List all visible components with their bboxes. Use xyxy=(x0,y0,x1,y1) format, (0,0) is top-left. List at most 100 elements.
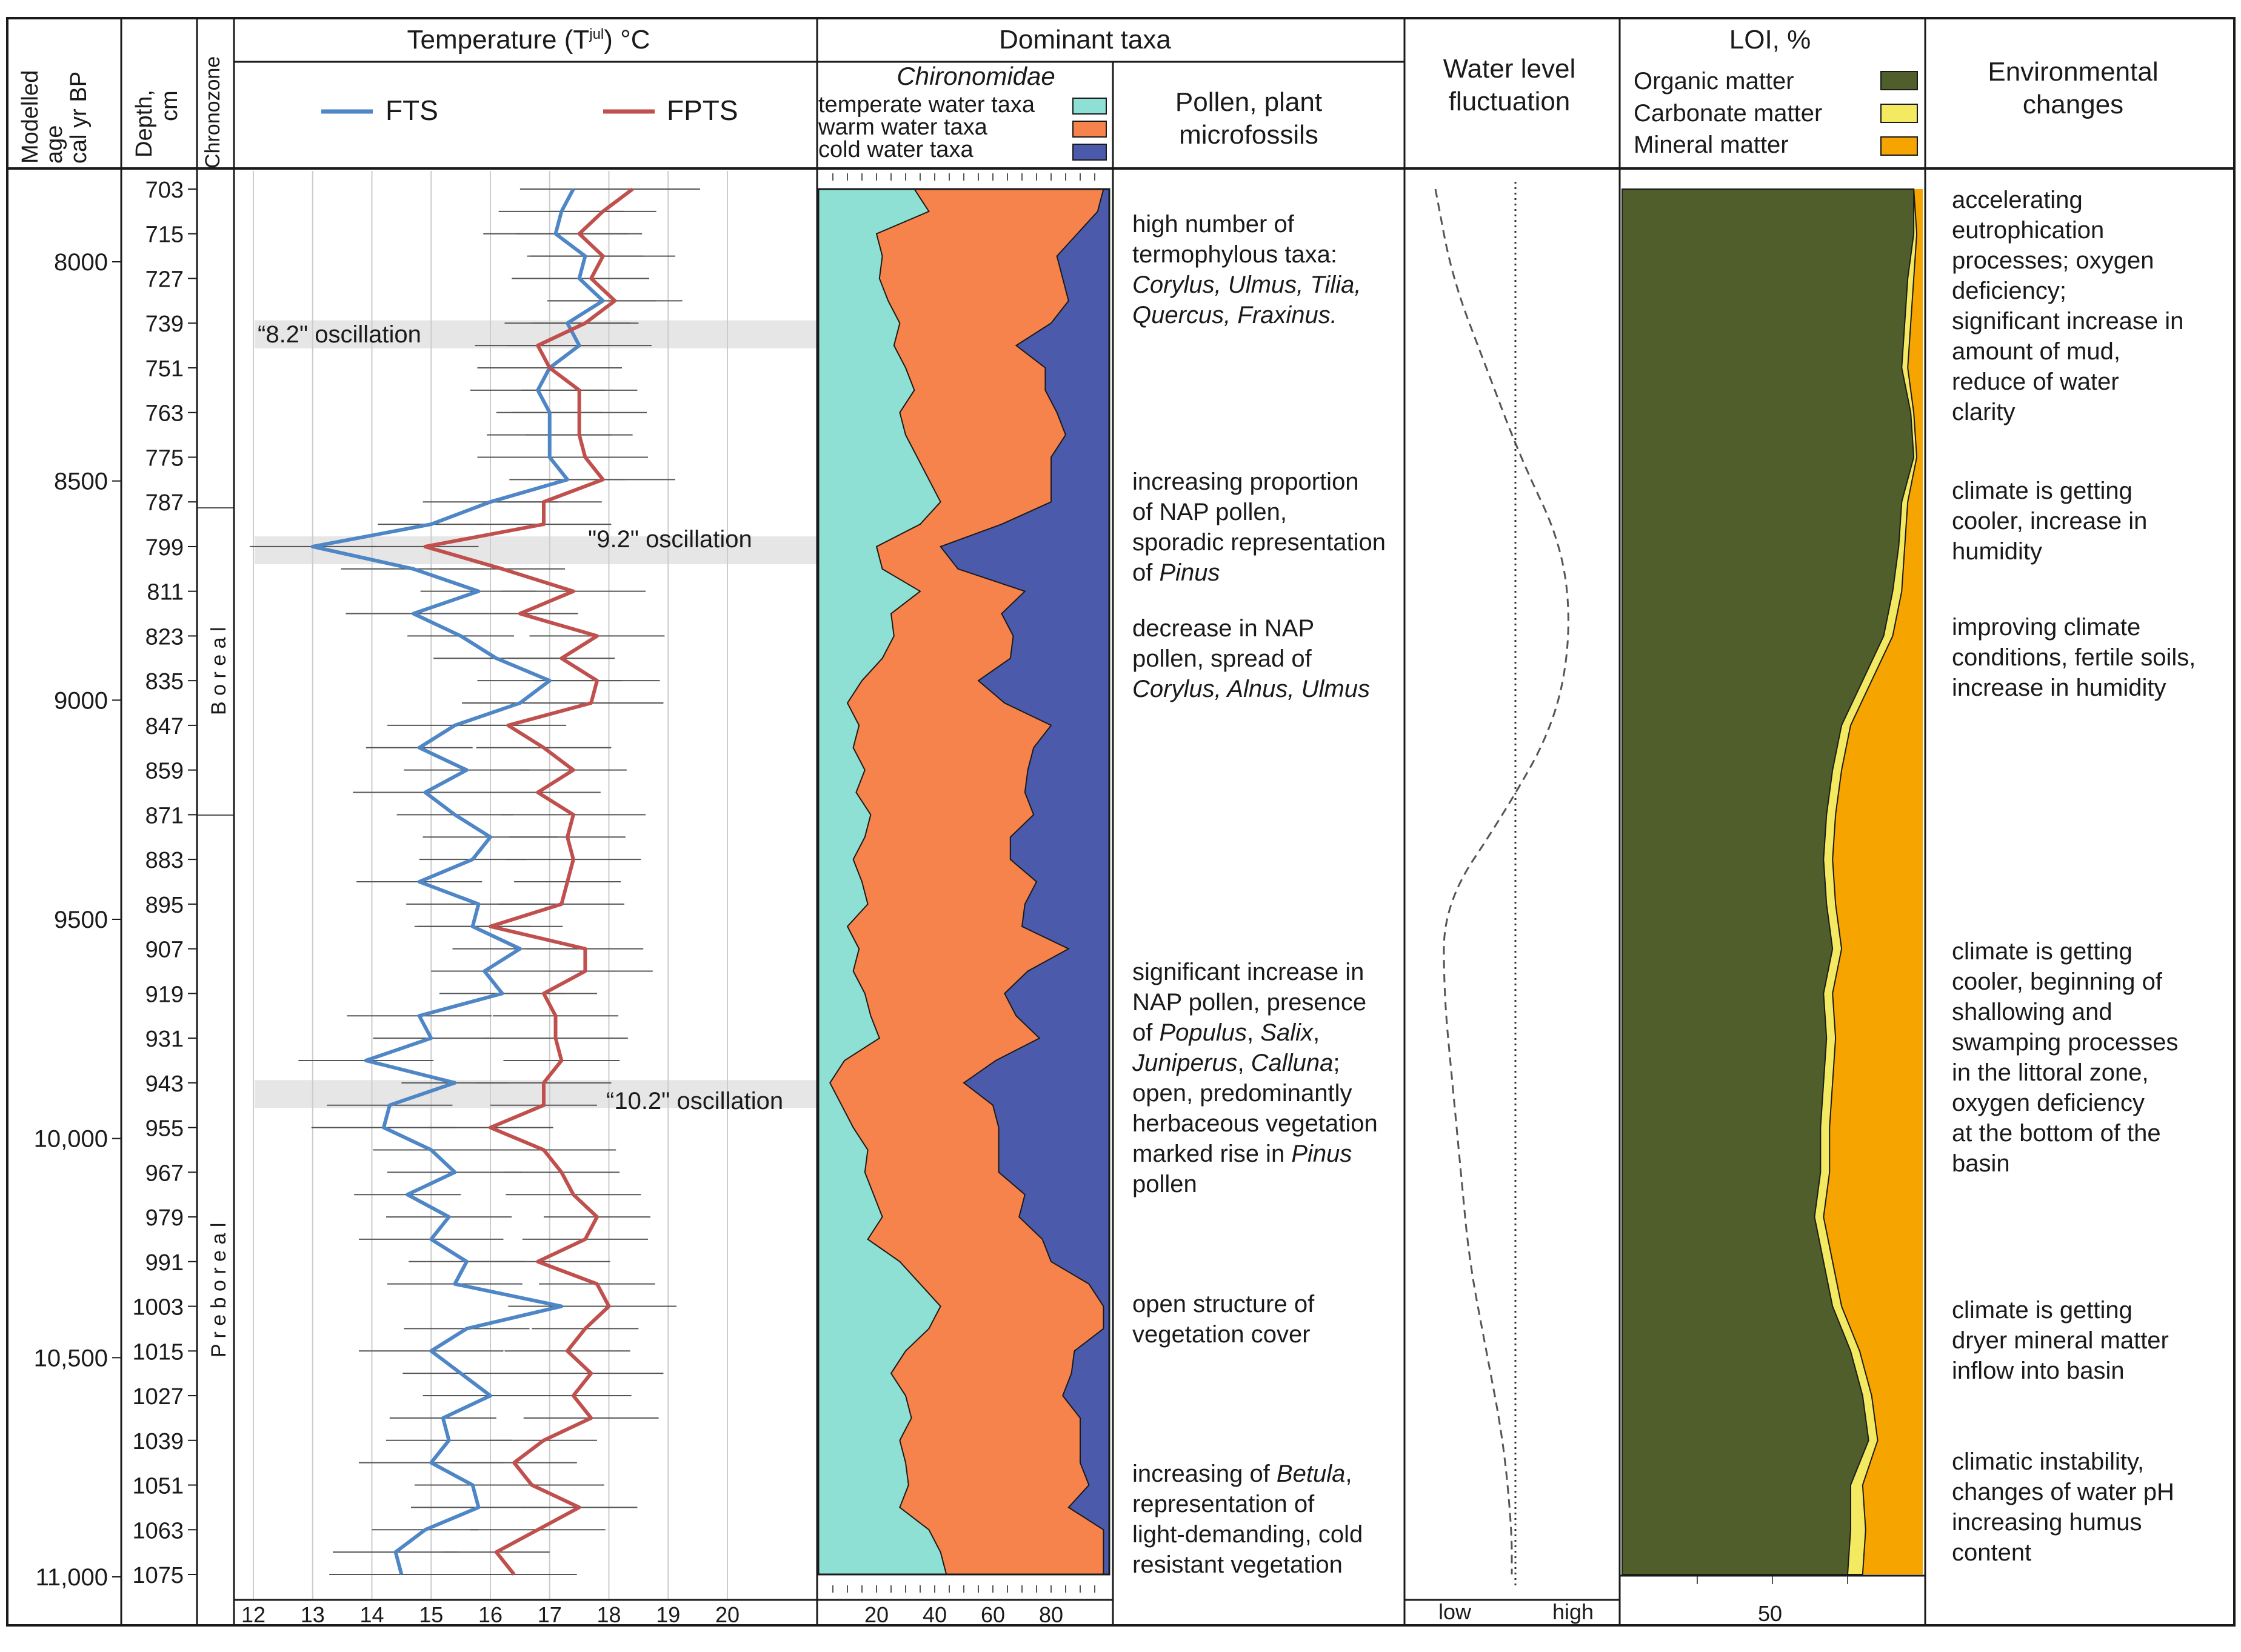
oscillation-9-2-label: "9.2" oscillation xyxy=(588,526,752,553)
pollen-title-line1: Pollen, plant xyxy=(1175,87,1322,117)
taxa-tick-label-40: 40 xyxy=(923,1602,947,1627)
pollen-note-1-line-0: increasing proportion xyxy=(1132,468,1359,495)
header-depth-label: Depth, cm xyxy=(132,90,182,158)
depth-tick-label-919: 919 xyxy=(145,982,184,1007)
env-note-2-line-0: improving climate xyxy=(1952,614,2140,641)
env-note-1-line-0: climate is getting xyxy=(1952,478,2132,504)
temp-tick-label-14: 14 xyxy=(359,1602,384,1627)
depth-tick-label-703: 703 xyxy=(145,178,184,203)
depth-tick-label-823: 823 xyxy=(145,624,184,650)
depth-tick-label-1063: 1063 xyxy=(132,1518,184,1544)
pollen-note-1-line-1: of NAP pollen, xyxy=(1132,499,1287,525)
loi-axis-50: 50 xyxy=(1758,1601,1782,1626)
env-note-0-line-0: accelerating xyxy=(1952,187,2083,213)
env-note-4-line-0: climate is getting xyxy=(1952,1297,2132,1324)
oscillation-band-2 xyxy=(255,1080,817,1108)
depth-tick-label-1015: 1015 xyxy=(132,1339,184,1365)
series-line-fpts xyxy=(423,187,634,1576)
temp-tick-label-17: 17 xyxy=(538,1602,562,1627)
cold-legend-label: cold water taxa xyxy=(818,137,974,162)
carbonate-legend-label: Carbonate matter xyxy=(1634,100,1822,127)
header-age-label: Modelled age cal yr BP xyxy=(18,70,92,164)
depth-tick-label-955: 955 xyxy=(145,1116,184,1142)
temperature-series xyxy=(310,187,634,1576)
env-note-1-line-2: humidity xyxy=(1952,538,2042,565)
oscillation-band-0 xyxy=(255,320,817,348)
taxa-tick-label-80: 80 xyxy=(1039,1602,1063,1627)
environmental-notes: accelerating eutrophication processes; oxy… xyxy=(1952,187,2196,1566)
pollen-note-5-line-1: representation of xyxy=(1132,1491,1315,1517)
depth-tick-label-931: 931 xyxy=(145,1027,184,1052)
env-title-line2: changes xyxy=(2023,90,2123,119)
pollen-note-2-line-0: decrease in NAP xyxy=(1132,615,1314,642)
temperate-legend-swatch xyxy=(1072,98,1107,115)
pollen-note-0-line-2: Corylus, Ulmus, Tilia, xyxy=(1132,271,1361,298)
pollen-note-0-line-3: Quercus, Fraxinus. xyxy=(1132,302,1337,328)
depth-tick-label-979: 979 xyxy=(145,1205,184,1231)
water-level-chart xyxy=(1434,182,1569,1588)
env-note-3-line-6: at the bottom of the xyxy=(1952,1120,2161,1147)
taxa-area-chart: 20 40 60 80 xyxy=(817,173,1110,1627)
depth-tick-label-739: 739 xyxy=(145,311,184,337)
env-note-0-line-1: eutrophication xyxy=(1952,217,2104,244)
water-axis-low: low xyxy=(1438,1599,1472,1624)
pollen-note-2-line-1: pollen, spread of xyxy=(1132,645,1312,672)
pollen-note-3-line-2: of Populus, Salix, xyxy=(1132,1019,1320,1046)
water-title-line1: Water level xyxy=(1443,54,1575,84)
mineral-legend-label: Mineral matter xyxy=(1634,132,1789,158)
env-note-3-line-7: basin xyxy=(1952,1150,2010,1177)
chironomidae-title: Chironomidae xyxy=(897,62,1055,90)
age-tick-label-4: 10,000 xyxy=(34,1126,108,1153)
env-title-line1: Environmental xyxy=(1988,57,2158,87)
water-axis-high: high xyxy=(1552,1599,1594,1624)
temperature-title: Temperature (Tjul) °C xyxy=(407,25,650,55)
env-note-4-line-1: dryer mineral matter xyxy=(1952,1327,2169,1354)
warm-legend-label: warm water taxa xyxy=(818,115,988,140)
loi-organic-area xyxy=(1621,188,1915,1575)
loi-area-chart xyxy=(1621,188,1923,1584)
temp-tick-label-18: 18 xyxy=(596,1602,621,1627)
chronozone-preboreal: P r e b o r e a l xyxy=(207,1223,230,1357)
pollen-note-2-line-2: Corylus, Alnus, Ulmus xyxy=(1132,676,1370,702)
depth-tick-label-715: 715 xyxy=(145,222,184,248)
age-tick-label-0: 8000 xyxy=(54,249,108,276)
pollen-note-3-line-6: marked rise in Pinus xyxy=(1132,1141,1352,1167)
pollen-note-0-line-0: high number of xyxy=(1132,211,1295,238)
env-note-0-line-3: deficiency; xyxy=(1952,278,2066,304)
env-note-0-line-4: significant increase in xyxy=(1952,308,2183,335)
env-note-2-line-2: increase in humidity xyxy=(1952,674,2166,701)
pollen-note-3-line-7: pollen xyxy=(1132,1171,1197,1197)
pollen-title-line2: microfossils xyxy=(1179,120,1318,150)
depth-tick-label-943: 943 xyxy=(145,1071,184,1097)
env-note-5-line-3: content xyxy=(1952,1539,2031,1566)
taxa-temperate-area xyxy=(818,188,947,1575)
legend-fts-label: FTS xyxy=(386,95,438,126)
pollen-note-3-line-4: open, predominantly xyxy=(1132,1080,1352,1107)
env-note-3-line-1: cooler, beginning of xyxy=(1952,968,2163,995)
pollen-note-4-line-0: open structure of xyxy=(1132,1291,1315,1317)
age-tick-label-2: 9000 xyxy=(54,687,108,714)
taxa-tick-label-60: 60 xyxy=(981,1602,1005,1627)
age-tick-label-1: 8500 xyxy=(54,468,108,495)
temp-tick-label-12: 12 xyxy=(241,1602,266,1627)
env-note-3-line-3: swamping processes xyxy=(1952,1029,2179,1056)
env-note-3-line-5: oxygen deficiency xyxy=(1952,1090,2145,1116)
carbonate-legend-swatch xyxy=(1880,104,1918,123)
age-tick-label-6: 11,000 xyxy=(36,1564,108,1591)
age-label-line2: age xyxy=(42,125,67,164)
age-tick-label-5: 10,500 xyxy=(34,1345,108,1371)
legend-fpts-label: FPTS xyxy=(667,95,738,126)
env-note-2-line-1: conditions, fertile soils, xyxy=(1952,644,2196,671)
oscillation-8-2-label: “8.2" oscillation xyxy=(258,321,421,348)
water-level-curve xyxy=(1434,188,1569,1574)
temp-tick-label-13: 13 xyxy=(301,1602,325,1627)
env-note-5-line-0: climatic instability, xyxy=(1952,1448,2144,1475)
pollen-note-3-line-5: herbaceous vegetation xyxy=(1132,1110,1378,1137)
depth-tick-label-799: 799 xyxy=(145,535,184,561)
pollen-note-3-line-0: significant increase in xyxy=(1132,959,1364,985)
taxa-frame xyxy=(817,188,1110,1576)
temperature-error-bars xyxy=(250,188,701,1575)
temp-tick-label-19: 19 xyxy=(656,1602,680,1627)
age-label-line1: Modelled xyxy=(18,70,43,164)
mineral-legend-swatch xyxy=(1880,136,1918,156)
